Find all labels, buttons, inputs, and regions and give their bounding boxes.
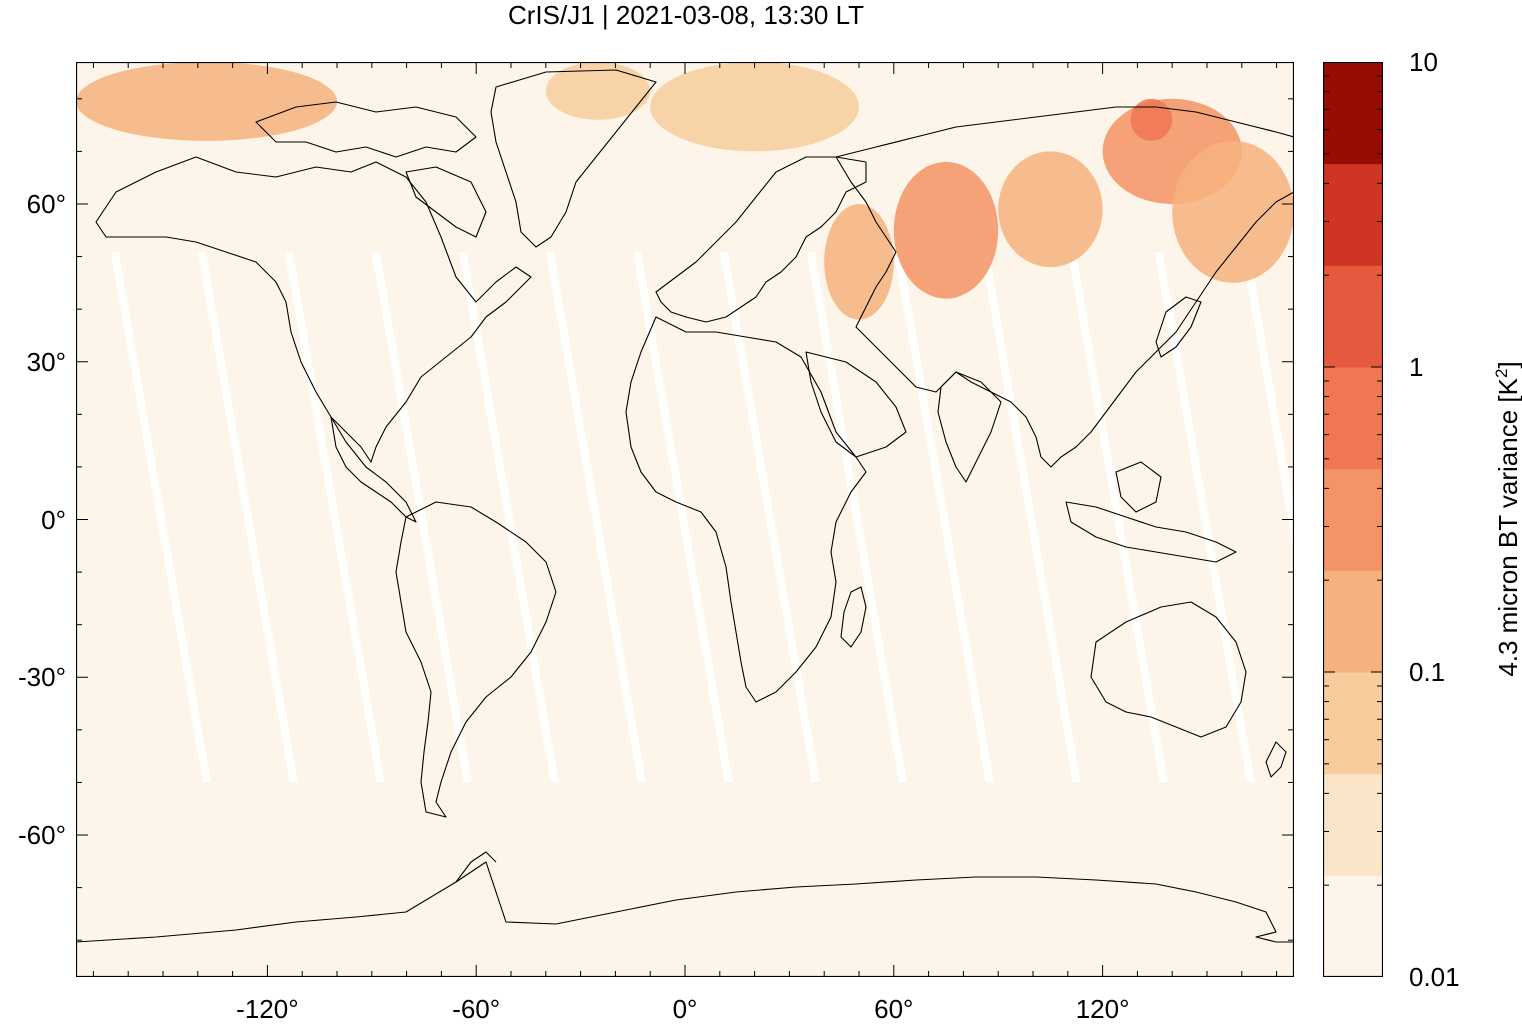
heat-region <box>76 835 1294 977</box>
x-tick-label: 60° <box>874 994 914 1024</box>
map-frame <box>76 62 1294 977</box>
coastline-borneo <box>1115 461 1162 513</box>
swath-gap <box>1241 252 1294 553</box>
coastline-antarctica <box>76 861 1294 943</box>
y-tick-label: 0° <box>41 504 66 535</box>
swath-gap <box>110 252 211 782</box>
coastline-europe <box>655 156 867 323</box>
plot-title: CrIS/J1 | 2021-03-08, 13:30 LT <box>507 0 865 30</box>
colorbar-band <box>1323 875 1383 977</box>
x-tick-label: 0° <box>672 994 698 1024</box>
swath-gap <box>806 252 907 782</box>
x-tick-label: 120° <box>1075 994 1130 1024</box>
colorbar-title-end: ] <box>1492 361 1522 369</box>
colorbar-tick-label: 1 <box>1409 352 1424 382</box>
swath-gaps <box>110 252 1294 782</box>
colorbar <box>1323 62 1383 977</box>
colorbar-band <box>1323 672 1383 775</box>
swath-gap <box>284 252 385 782</box>
heat-region <box>824 203 894 320</box>
coastline-arabia <box>805 351 907 458</box>
coastline-south-america <box>395 501 557 818</box>
heat-region <box>893 161 999 299</box>
colorbar-title: 4.3 micron BT variance [K2] <box>1487 361 1522 676</box>
y-tick-label: 60° <box>26 188 66 219</box>
coastline-antarctic-peninsula <box>455 851 497 883</box>
coastline-japan <box>1155 296 1202 358</box>
colorbar-tick-label: 0.01 <box>1409 962 1460 992</box>
coastline-baffin <box>405 166 487 238</box>
heat-region <box>76 62 337 141</box>
map-border <box>76 62 1294 977</box>
x-tick-label: -60° <box>452 994 501 1024</box>
coastline-india <box>937 371 1002 483</box>
colorbar-tick-label: 0.1 <box>1409 657 1446 687</box>
heat-region <box>545 62 651 120</box>
swath-gap <box>371 252 472 782</box>
coastline-madagascar <box>840 586 867 648</box>
coastline-australia <box>1090 601 1247 738</box>
colorbar-title-main: 4.3 micron BT variance [K <box>1492 378 1522 677</box>
swath-gap <box>458 252 559 782</box>
y-tick-label: -60° <box>18 820 66 851</box>
swath-gap <box>197 252 298 782</box>
colorbar-band <box>1323 265 1383 368</box>
colorbar-band <box>1323 62 1383 165</box>
coastline-africa <box>625 316 867 703</box>
swath-gap <box>719 252 820 782</box>
swath-gap <box>980 252 1081 782</box>
colorbar-bands <box>1323 62 1383 977</box>
coastline-north-america <box>95 156 532 463</box>
swath-gap <box>1067 252 1168 782</box>
coastline-arctic-islands <box>255 101 477 158</box>
swath-gap <box>545 252 646 782</box>
coastline-greenland <box>490 69 657 248</box>
heat-region <box>650 62 859 152</box>
coastline-asia <box>835 106 1294 468</box>
colorbar-band <box>1323 367 1383 470</box>
heat-region <box>1130 98 1173 141</box>
colorbar-band <box>1323 468 1383 571</box>
coastlines <box>76 69 1294 943</box>
colorbar-title-sup: 2 <box>1492 368 1512 379</box>
colorbar-border <box>1323 62 1383 977</box>
coastline-new-zealand <box>1265 741 1287 778</box>
y-tick-label: 30° <box>26 346 66 377</box>
world-map <box>76 62 1294 977</box>
y-tick-label: -30° <box>18 662 66 693</box>
coastline-indonesia <box>1065 501 1237 563</box>
swath-gap <box>893 252 994 782</box>
swath-gap <box>632 252 733 782</box>
swath-gap <box>1154 252 1255 782</box>
heat-region <box>998 151 1103 268</box>
colorbar-band <box>1323 163 1383 266</box>
colorbar-band <box>1323 773 1383 876</box>
x-tick-label: -120° <box>236 994 299 1024</box>
colorbar-tick-label: 10 <box>1409 47 1438 77</box>
heat-region <box>1172 140 1294 283</box>
colorbar-band <box>1323 570 1383 673</box>
heat-regions <box>76 62 1294 977</box>
